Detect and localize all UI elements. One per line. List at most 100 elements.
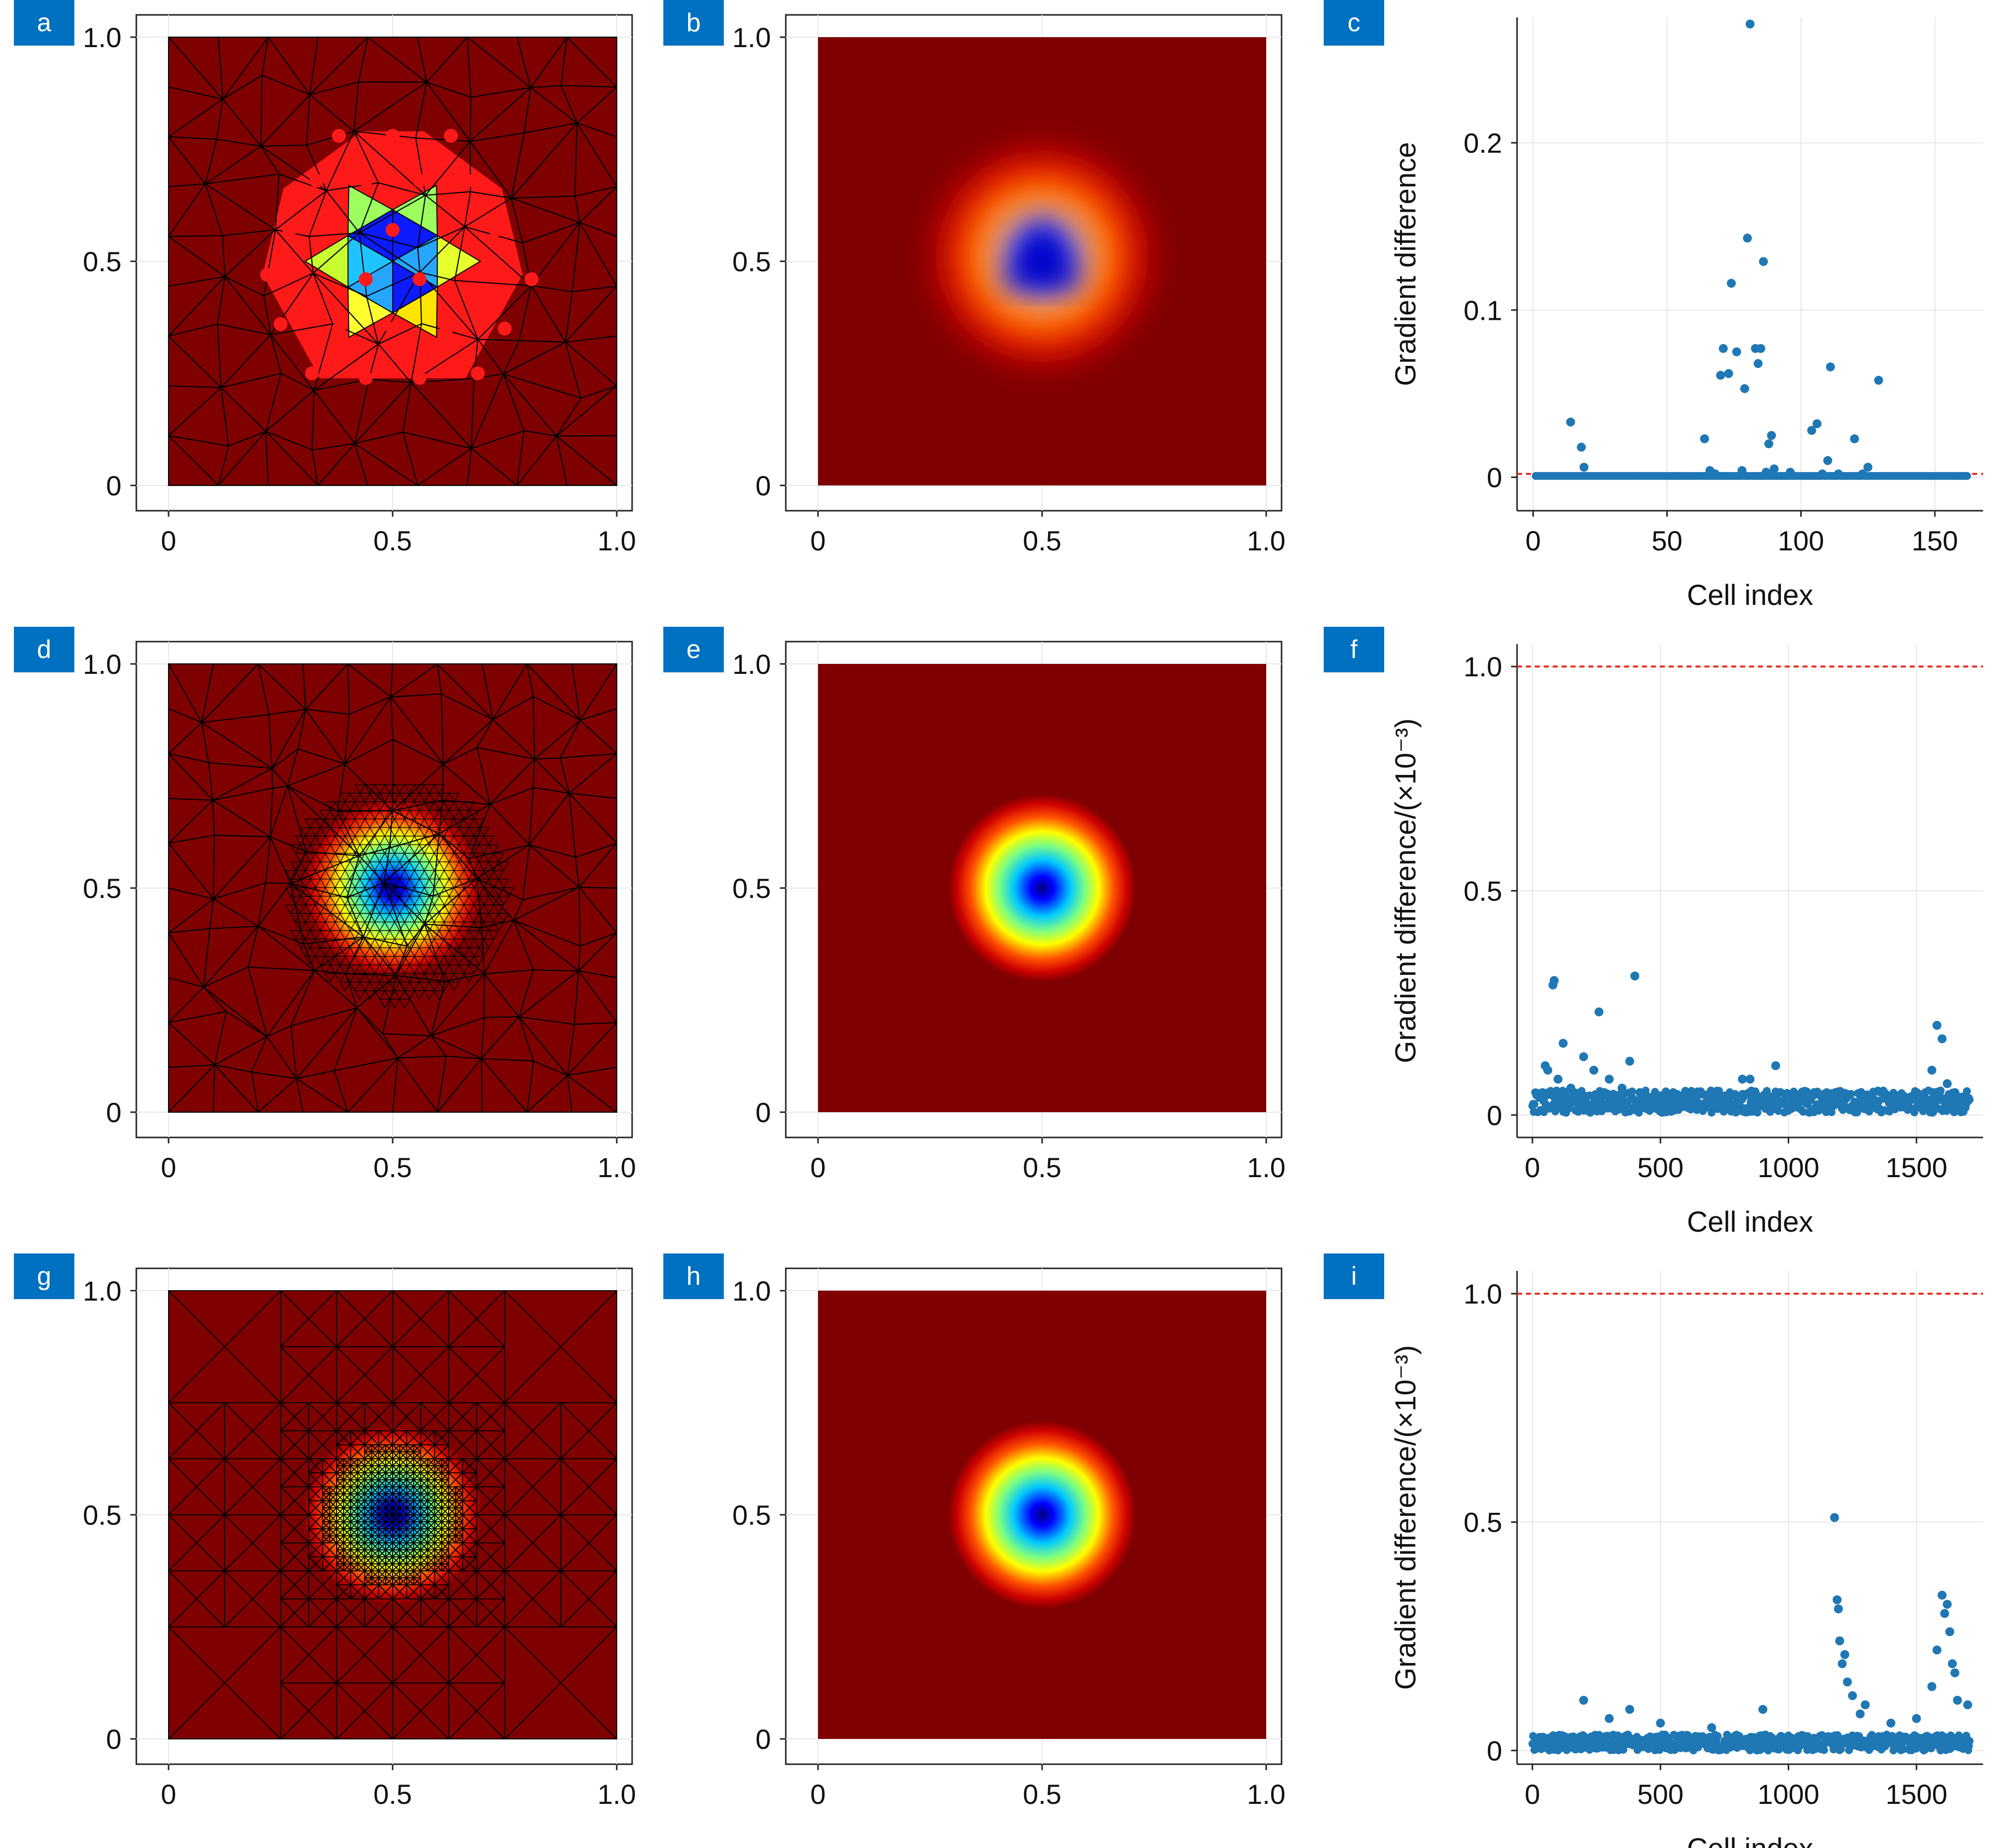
data-point [1834, 469, 1843, 478]
x-tick-label: 1500 [1885, 1779, 1947, 1810]
mesh-cell [347, 184, 394, 237]
x-tick-label: 1000 [1757, 1152, 1819, 1183]
data-point [1863, 463, 1873, 472]
x-tick-label: 500 [1638, 1152, 1684, 1183]
panel-badge [663, 0, 724, 46]
x-tick-label: 0.5 [373, 1152, 412, 1183]
panel-badge [1324, 627, 1384, 672]
data-point [1965, 1737, 1974, 1745]
x-tick-label: 1.0 [597, 525, 636, 556]
y-axis-title: Gradient difference/(×10⁻³) [1390, 1345, 1422, 1690]
data-point [1936, 1086, 1945, 1095]
panel-a: 0 0.5 1.0 0 0.5 1.0 a [14, 0, 636, 556]
data-point [1553, 1074, 1563, 1084]
x-tick-label: 100 [1778, 525, 1824, 556]
data-point [1738, 1074, 1747, 1084]
data-point [1543, 1066, 1552, 1075]
data-point [1834, 1604, 1843, 1613]
smoothed-field-core [1002, 219, 1082, 286]
data-point [1820, 1746, 1828, 1754]
x-axis-title: Cell index [1687, 1833, 1814, 1848]
data-point [1732, 347, 1741, 357]
panel-letter: d [37, 635, 52, 664]
node-marker [305, 366, 319, 380]
data-point [1835, 1092, 1844, 1102]
data-point [1577, 442, 1586, 452]
data-point [1769, 464, 1779, 474]
y-tick-label: 0.5 [732, 1499, 771, 1531]
node-marker [498, 321, 512, 336]
node-marker [260, 268, 274, 282]
x-tick-label: 0 [161, 525, 176, 556]
y-tick-label: 0.1 [1464, 295, 1502, 326]
data-point [1950, 1088, 1960, 1097]
y-tick-label: 1.0 [1464, 1278, 1502, 1310]
data-point [1856, 1709, 1865, 1719]
panel-letter: h [687, 1262, 701, 1291]
panel-badge [663, 627, 724, 672]
y-tick-label: 1.0 [732, 22, 771, 53]
data-point [1566, 1083, 1576, 1093]
x-tick-label: 1.0 [597, 1779, 636, 1810]
node-marker [466, 174, 480, 188]
node-marker [444, 128, 458, 143]
node-marker [283, 223, 297, 237]
data-point [1707, 1088, 1716, 1097]
data-point [1746, 19, 1755, 29]
data-point [1558, 1039, 1568, 1048]
data-point [1651, 1088, 1659, 1096]
panel-i: 0 500 1000 1500 0 0.5 1.0 Cell index Gradient di… [1324, 1253, 1983, 1848]
field-blob [303, 798, 482, 978]
x-axis-title: Cell index [1687, 579, 1814, 611]
data-point [1771, 1061, 1780, 1071]
data-point [1767, 431, 1776, 440]
data-point [1874, 375, 1883, 385]
field-blob [948, 794, 1136, 982]
data-point [1927, 1066, 1936, 1075]
data-point [1756, 344, 1765, 353]
data-point [1743, 234, 1752, 243]
data-point [1827, 1108, 1836, 1116]
data-point [1837, 1659, 1847, 1669]
y-tick-label: 0 [106, 1097, 121, 1128]
y-tick-label: 0.5 [732, 873, 771, 904]
node-marker [332, 128, 346, 143]
x-tick-label: 0 [810, 525, 825, 556]
x-tick-label: 0 [810, 1152, 825, 1183]
data-point [1754, 359, 1763, 368]
y-tick-label: 0 [106, 1724, 121, 1755]
panel-letter: e [687, 635, 701, 664]
node-marker [358, 174, 373, 188]
data-point [1948, 1659, 1957, 1669]
panel-letter: f [1350, 635, 1358, 664]
x-tick-label: 0.5 [1023, 525, 1061, 556]
data-point [1716, 370, 1725, 380]
data-point [1604, 1714, 1614, 1723]
data-point [1823, 456, 1832, 465]
data-point [1861, 1700, 1870, 1710]
data-point [1579, 1052, 1588, 1062]
node-marker [309, 174, 324, 188]
node-marker [470, 366, 485, 380]
refined-mesh-lines [285, 784, 514, 1008]
data-point [1707, 1723, 1716, 1732]
node-marker [412, 371, 427, 385]
data-point [1724, 369, 1733, 378]
data-point [1886, 1719, 1896, 1728]
data-point [1737, 466, 1747, 476]
data-point [1599, 1088, 1609, 1097]
data-point [1764, 439, 1773, 449]
data-point [1965, 1095, 1974, 1104]
x-tick-label: 0 [810, 1779, 825, 1810]
panel-badge [663, 1253, 724, 1299]
data-point [1589, 1066, 1598, 1075]
data-point [1953, 1696, 1962, 1705]
data-point [1727, 279, 1736, 288]
node-marker [274, 317, 288, 331]
y-tick-label: 0.5 [83, 246, 121, 277]
data-point [1927, 1682, 1936, 1691]
y-tick-label: 1.0 [83, 649, 121, 680]
data-point [1858, 469, 1867, 478]
x-tick-label: 0 [1524, 1152, 1540, 1183]
mesh-lines [168, 36, 618, 486]
